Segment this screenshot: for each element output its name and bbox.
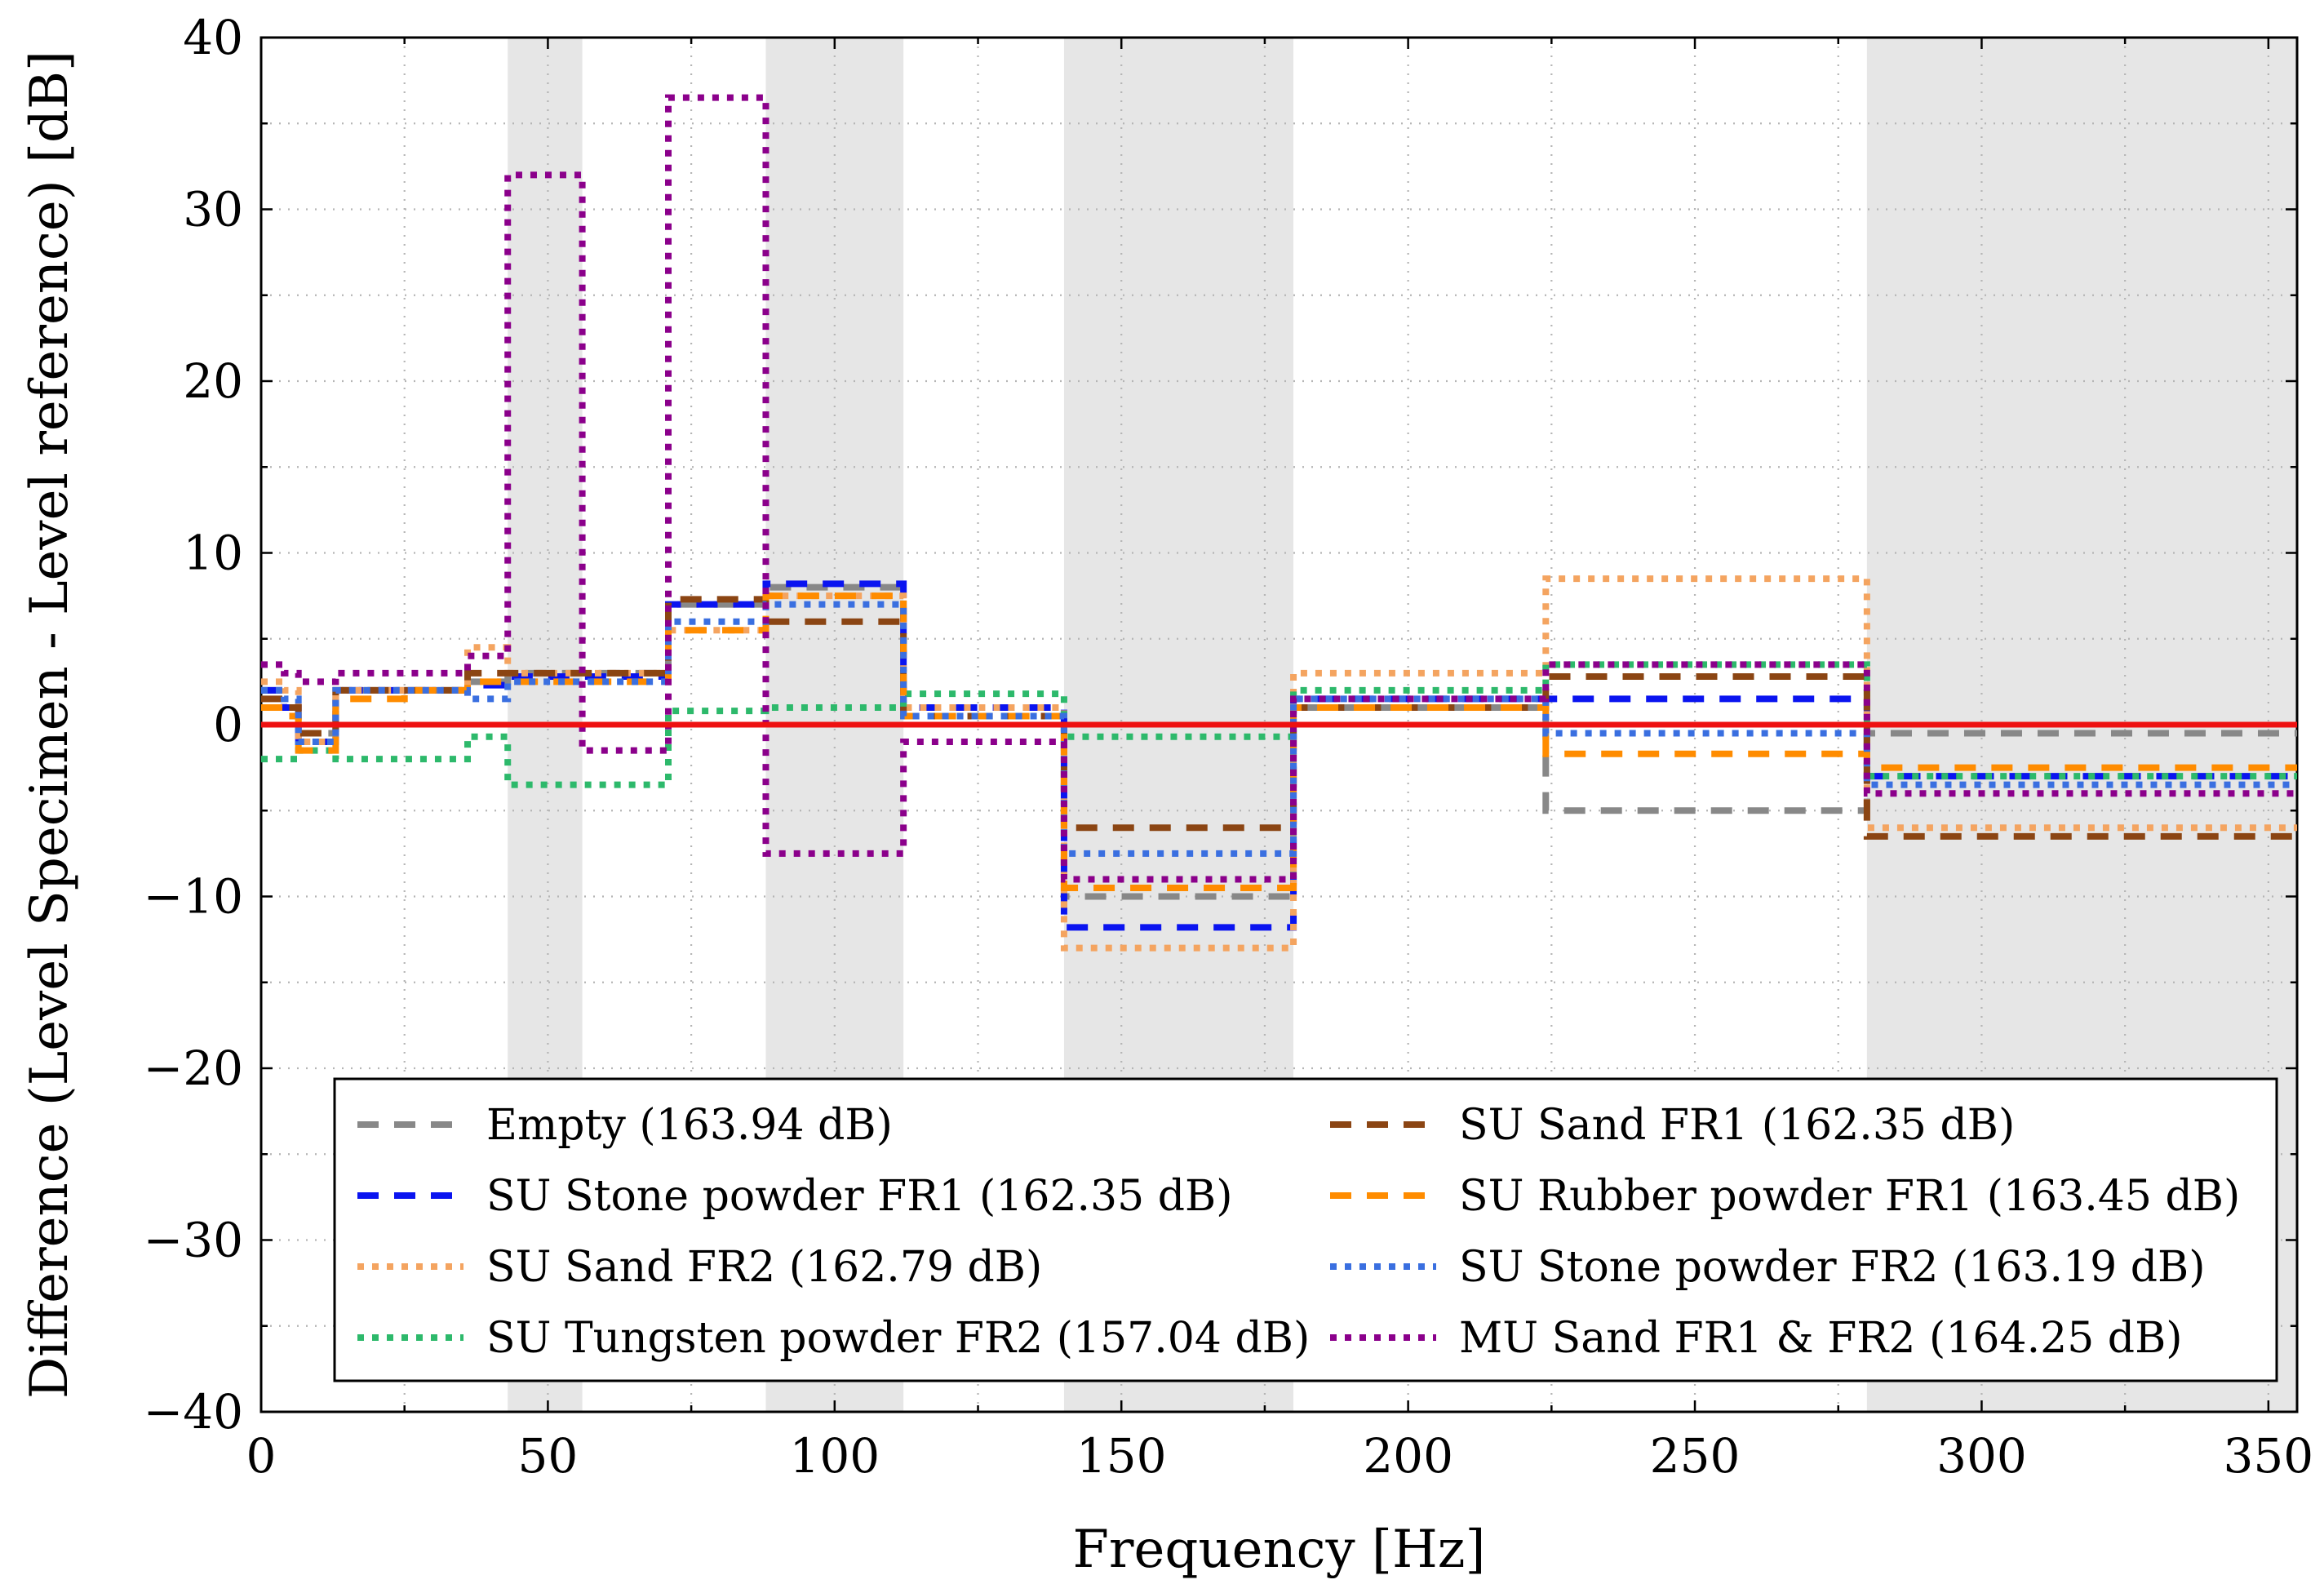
x-tick-label: 0 bbox=[246, 1428, 277, 1484]
series-group bbox=[261, 94, 2297, 952]
y-tick-label: −20 bbox=[144, 1041, 243, 1096]
legend-label: SU Rubber powder FR1 (163.45 dB) bbox=[1459, 1172, 2240, 1221]
y-tick-label: 0 bbox=[213, 697, 243, 752]
legend-label: SU Stone powder FR1 (162.35 dB) bbox=[486, 1172, 1233, 1221]
legend-label: SU Stone powder FR2 (163.19 dB) bbox=[1459, 1243, 2206, 1292]
axis-ticks bbox=[259, 36, 2297, 1413]
x-tick-label: 50 bbox=[518, 1428, 579, 1484]
y-tick-label: 10 bbox=[183, 526, 243, 581]
x-tick-label: 150 bbox=[1076, 1428, 1167, 1484]
series-line bbox=[261, 94, 2297, 883]
y-tick-label: 20 bbox=[183, 353, 243, 409]
x-tick-label: 100 bbox=[789, 1428, 880, 1484]
series-line bbox=[261, 661, 2297, 788]
x-axis-title: Frequency [Hz] bbox=[1073, 1520, 1486, 1580]
y-tick-label: 40 bbox=[183, 10, 243, 65]
x-tick-label: 350 bbox=[2223, 1428, 2313, 1484]
x-tick-label: 300 bbox=[1936, 1428, 2027, 1484]
legend-label: MU Sand FR1 & FR2 (164.25 dB) bbox=[1459, 1314, 2183, 1363]
legend-label: SU Sand FR1 (162.35 dB) bbox=[1459, 1101, 2015, 1150]
y-tick-label: −40 bbox=[144, 1384, 243, 1440]
legend: Empty (163.94 dB) SU Stone powder FR1 (16… bbox=[333, 1077, 2278, 1382]
y-tick-label: 30 bbox=[183, 182, 243, 237]
x-tick-labels: 0 50 100 150 200 250 300 350 bbox=[246, 1428, 2314, 1484]
legend-label: SU Sand FR2 (162.79 dB) bbox=[486, 1243, 1042, 1292]
y-tick-label: −30 bbox=[144, 1213, 243, 1268]
x-tick-label: 200 bbox=[1363, 1428, 1453, 1484]
series-line bbox=[261, 575, 2297, 952]
legend-label: SU Tungsten powder FR2 (157.04 dB) bbox=[486, 1314, 1310, 1363]
series-line bbox=[261, 596, 2297, 840]
legend-frame bbox=[333, 1077, 2278, 1382]
y-tick-label: −10 bbox=[144, 869, 243, 925]
legend-label: Empty (163.94 dB) bbox=[486, 1101, 893, 1150]
y-tick-labels: −40 −30 −20 −10 0 10 20 30 40 bbox=[144, 10, 243, 1440]
x-tick-label: 250 bbox=[1650, 1428, 1741, 1484]
y-axis-title: Difference (Level Specimen - Level refer… bbox=[20, 51, 80, 1399]
